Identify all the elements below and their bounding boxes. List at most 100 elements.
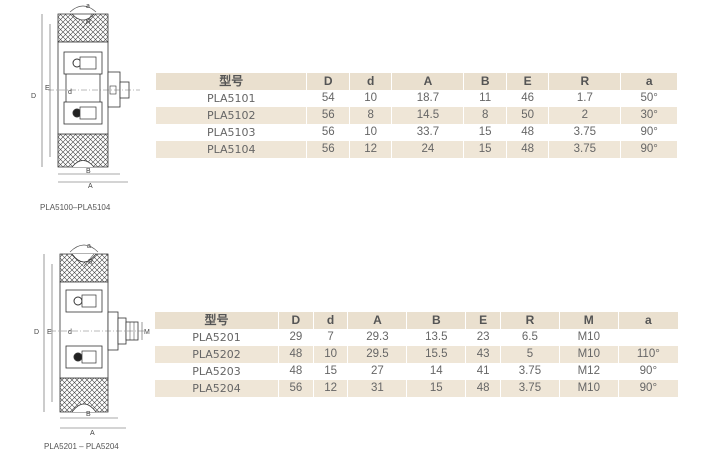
value-cell: 15: [463, 141, 507, 158]
dim-label-d-inner: d: [68, 89, 72, 96]
value-cell: M10: [559, 329, 619, 346]
column-header: a: [620, 73, 678, 90]
column-header: A: [347, 312, 408, 329]
value-cell: 12: [313, 380, 349, 397]
table-row: PLA5202 48 10 29.5 15.5 43 5 M10 110°: [155, 346, 680, 363]
value-cell: 29.5: [347, 346, 408, 363]
column-header: d: [349, 73, 393, 90]
value-cell: 7: [313, 329, 349, 346]
value-cell: 23: [465, 329, 501, 346]
technical-drawing-pla5200: a R D E d M B A: [34, 243, 150, 436]
value-cell: M10: [559, 380, 619, 397]
value-cell: 10: [313, 346, 349, 363]
value-cell: 11: [463, 90, 507, 107]
value-cell: 33.7: [391, 124, 465, 141]
dim-label-e: E: [45, 85, 50, 92]
dim-label-d-outer: D: [31, 93, 36, 100]
value-cell: 18.7: [391, 90, 465, 107]
dim-label-r: R: [88, 259, 93, 266]
value-cell: 3.75: [500, 363, 560, 380]
value-cell: 56: [306, 141, 350, 158]
dim-label-b: B: [86, 168, 91, 175]
model-cell: PLA5103: [156, 124, 308, 141]
value-cell: 48: [278, 346, 314, 363]
value-cell: 30°: [620, 107, 678, 124]
table-row: PLA5203 48 15 27 14 41 3.75 M12 90°: [155, 363, 680, 380]
value-cell: 3.75: [548, 124, 622, 141]
column-header: A: [391, 73, 465, 90]
value-cell: [618, 329, 680, 346]
value-cell: 31: [347, 380, 408, 397]
value-cell: 90°: [618, 363, 680, 380]
value-cell: 1.7: [548, 90, 622, 107]
value-cell: 56: [278, 380, 314, 397]
value-cell: M12: [559, 363, 619, 380]
value-cell: 13.5: [406, 329, 467, 346]
value-cell: 46: [506, 90, 550, 107]
value-cell: 90°: [620, 124, 678, 141]
value-cell: 12: [349, 141, 393, 158]
model-cell: PLA5203: [155, 363, 279, 380]
value-cell: 5: [500, 346, 560, 363]
column-header: a: [618, 312, 680, 329]
value-cell: 90°: [620, 141, 678, 158]
column-header: E: [465, 312, 501, 329]
value-cell: 48: [465, 380, 501, 397]
drawing-caption: PLA5100–PLA5104: [40, 203, 111, 212]
dim-label-d-outer: D: [34, 329, 39, 336]
value-cell: 15: [406, 380, 467, 397]
value-cell: 10: [349, 124, 393, 141]
model-cell: PLA5101: [156, 90, 308, 107]
table-row: PLA5204 56 12 31 15 48 3.75 M10 90°: [155, 380, 680, 397]
model-cell: PLA5201: [155, 329, 279, 346]
dim-label-a-width: A: [90, 430, 95, 436]
value-cell: 48: [506, 124, 550, 141]
value-cell: 15.5: [406, 346, 467, 363]
value-cell: 29: [278, 329, 314, 346]
drawing-caption: PLA5201 – PLA5204: [44, 442, 119, 451]
dim-label-m: M: [144, 329, 150, 336]
value-cell: 41: [465, 363, 501, 380]
value-cell: 15: [313, 363, 349, 380]
column-header: B: [463, 73, 507, 90]
dim-label-a: a: [87, 243, 91, 250]
column-header: 型号: [156, 73, 308, 90]
value-cell: 48: [278, 363, 314, 380]
technical-drawing-pla5100: a R D E d B A: [31, 3, 140, 188]
model-cell: PLA5104: [156, 141, 308, 158]
column-header: B: [406, 312, 467, 329]
value-cell: 50: [506, 107, 550, 124]
value-cell: M10: [559, 346, 619, 363]
dim-label-a: a: [86, 3, 90, 10]
column-header: D: [306, 73, 350, 90]
value-cell: 54: [306, 90, 350, 107]
value-cell: 50°: [620, 90, 678, 107]
value-cell: 3.75: [548, 141, 622, 158]
value-cell: 8: [463, 107, 507, 124]
value-cell: 2: [548, 107, 622, 124]
dim-label-e: E: [47, 329, 52, 336]
value-cell: 90°: [618, 380, 680, 397]
value-cell: 14.5: [391, 107, 465, 124]
value-cell: 48: [506, 141, 550, 158]
column-header: E: [506, 73, 550, 90]
value-cell: 10: [349, 90, 393, 107]
value-cell: 8: [349, 107, 393, 124]
dim-label-d-inner: d: [68, 329, 72, 336]
model-cell: PLA5204: [155, 380, 279, 397]
column-header: D: [278, 312, 314, 329]
dim-label-b: B: [86, 411, 91, 418]
table-row: PLA5102 56 8 14.5 8 50 2 30°: [156, 107, 678, 124]
table-row: PLA5101 54 10 18.7 11 46 1.7 50°: [156, 90, 678, 107]
value-cell: 6.5: [500, 329, 560, 346]
value-cell: 29.3: [347, 329, 408, 346]
column-header: M: [559, 312, 619, 329]
column-header: d: [313, 312, 349, 329]
value-cell: 43: [465, 346, 501, 363]
value-cell: 24: [391, 141, 465, 158]
value-cell: 56: [306, 107, 350, 124]
